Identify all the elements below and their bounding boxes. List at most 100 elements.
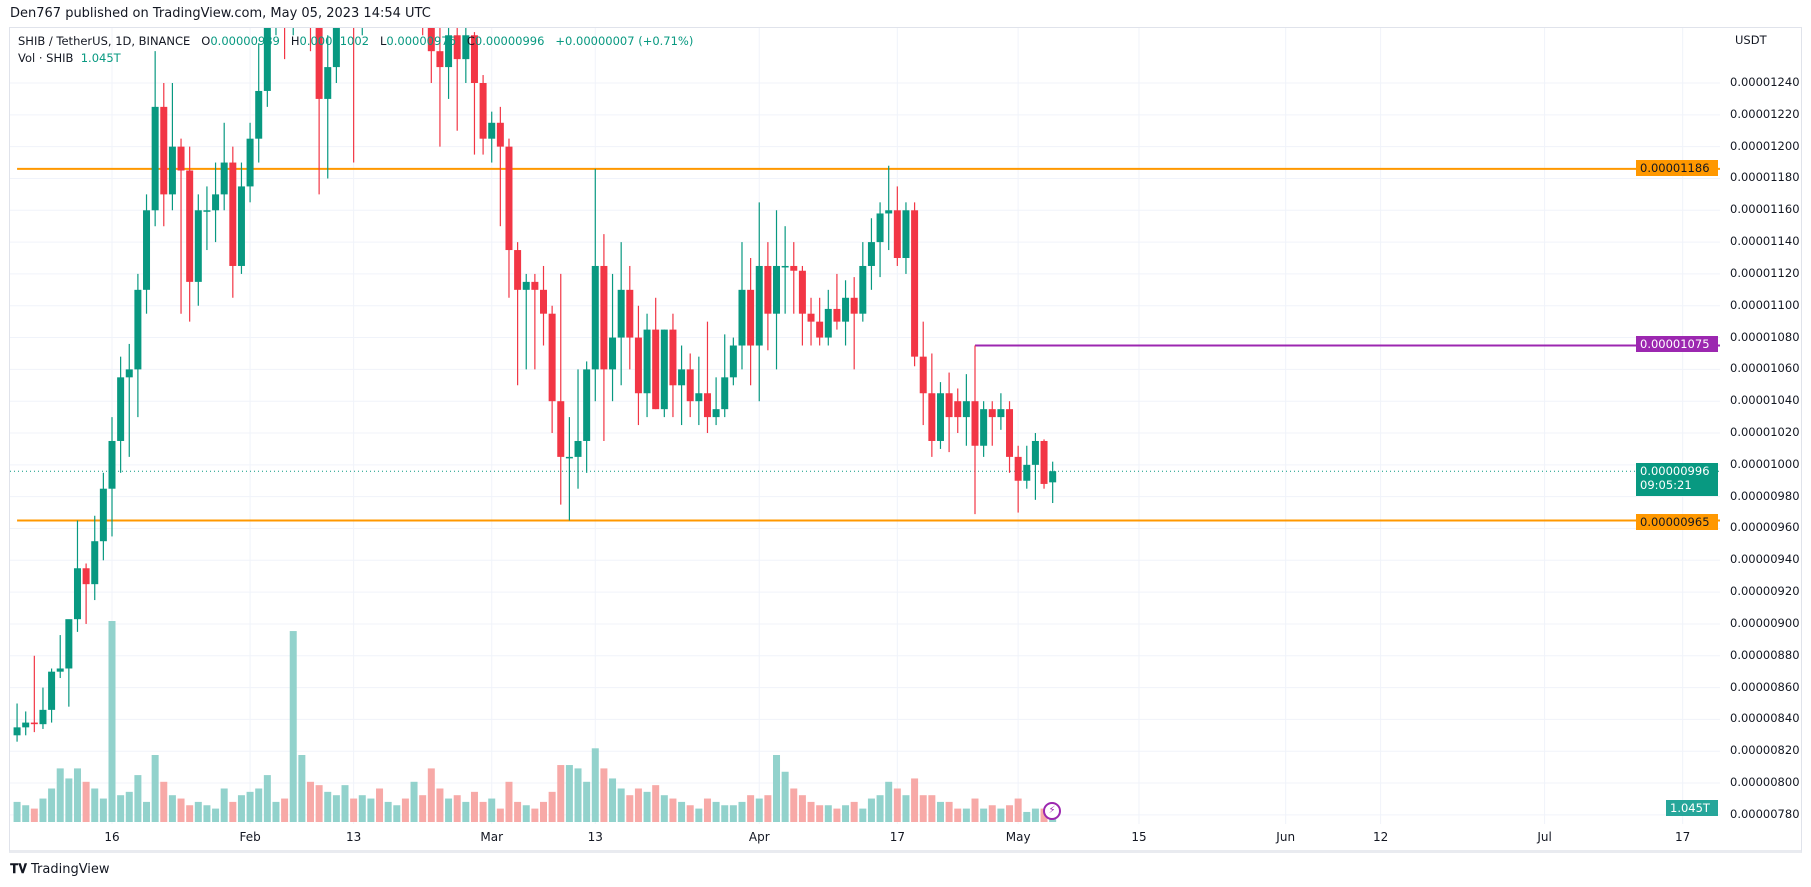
- volume-bar: [790, 788, 798, 822]
- volume-bar: [1006, 805, 1014, 822]
- volume-bar: [56, 768, 64, 822]
- candle-body: [22, 722, 30, 728]
- volume-bar: [833, 808, 841, 822]
- volume-bar: [272, 801, 280, 822]
- volume-bar: [186, 805, 194, 822]
- price-tick-label: 0.00001060: [1730, 361, 1800, 376]
- volume-bar: [928, 795, 936, 822]
- candle: [919, 321, 927, 426]
- candle: [850, 277, 858, 370]
- candle: [505, 138, 513, 298]
- candle: [246, 122, 254, 203]
- horizontal-levels[interactable]: [10, 167, 1720, 522]
- candle-body: [30, 722, 38, 725]
- price-tick-label: 0.00001140: [1730, 234, 1800, 249]
- volume-bar: [695, 808, 703, 822]
- candle: [867, 218, 875, 290]
- candle: [453, 28, 461, 131]
- candle-body: [453, 35, 461, 60]
- candle-body: [445, 35, 453, 68]
- volume-bar: [125, 791, 133, 822]
- candle: [643, 313, 651, 418]
- lightning-icon[interactable]: ⚡: [1043, 802, 1061, 820]
- candle-body: [548, 313, 556, 402]
- candle: [626, 265, 634, 370]
- volume-bar: [341, 785, 349, 822]
- candle-body: [712, 409, 720, 418]
- close-label: C: [466, 34, 475, 48]
- candle-body: [850, 297, 858, 314]
- candle: [436, 28, 444, 147]
- candle-body: [263, 28, 271, 91]
- resistance-price-label: 0.00001186: [1636, 160, 1718, 176]
- candle-body: [643, 329, 651, 394]
- candle-body: [315, 28, 323, 99]
- candle: [186, 146, 194, 322]
- volume-bar: [781, 771, 789, 822]
- volume-bar: [39, 798, 47, 822]
- candle-body: [99, 488, 107, 542]
- low-value: 0.00000976: [386, 34, 456, 48]
- last-volume-label: 1.045T: [1666, 800, 1718, 816]
- price-tick-label: 0.00000880: [1730, 647, 1800, 662]
- candle: [703, 321, 711, 434]
- candle: [427, 28, 435, 83]
- open-value: 0.00000989: [210, 34, 280, 48]
- candle-body: [427, 28, 435, 52]
- candle: [220, 122, 228, 211]
- volume-bar: [436, 788, 444, 822]
- candle-body: [971, 401, 979, 446]
- candle: [660, 329, 668, 418]
- candle: [755, 202, 763, 402]
- volume-bar: [565, 765, 573, 822]
- volume-legend[interactable]: Vol · SHIB 1.045T: [18, 51, 121, 65]
- volume-bar: [574, 768, 582, 822]
- volume-bar: [220, 788, 228, 822]
- candle: [1040, 439, 1048, 489]
- volume-bar: [73, 768, 81, 822]
- candle-body: [557, 401, 565, 457]
- candle: [203, 186, 211, 251]
- candle-body: [565, 456, 573, 459]
- time-tick-label: Jul: [1537, 830, 1552, 844]
- candle-body: [436, 51, 444, 68]
- candle: [324, 35, 332, 179]
- candle-body: [954, 401, 962, 418]
- tradingview-logo[interactable]: 𝐓𝐕 TradingView: [10, 862, 110, 877]
- volume-bar: [712, 801, 720, 822]
- candle: [945, 372, 953, 453]
- candle-body: [1014, 456, 1022, 481]
- candle: [160, 83, 168, 227]
- candle-body: [540, 289, 547, 314]
- candle: [1006, 401, 1014, 473]
- candle-body: [1031, 440, 1039, 465]
- candle-body: [781, 265, 789, 268]
- candle: [600, 234, 608, 441]
- time-tick-label: 17: [889, 830, 905, 844]
- candle: [971, 345, 979, 515]
- price-tick-label: 0.00001000: [1730, 456, 1800, 471]
- volume-bar: [393, 805, 401, 822]
- candle-body: [531, 281, 539, 290]
- volume-bar: [893, 788, 901, 822]
- candle: [255, 43, 263, 163]
- symbol-legend[interactable]: SHIB / TetherUS, 1D, BINANCE O0.00000989…: [18, 34, 693, 48]
- volume-bar: [22, 805, 30, 822]
- volume-bar: [246, 791, 254, 822]
- price-tick-label: 0.00001220: [1730, 106, 1800, 121]
- candle: [284, 28, 286, 60]
- candle-body: [514, 250, 522, 290]
- candle: [617, 242, 625, 386]
- candle-body: [194, 210, 202, 282]
- volume-bar: [962, 808, 970, 822]
- volume-bar: [1031, 808, 1039, 822]
- candle: [902, 202, 910, 274]
- high-value: 0.00001002: [299, 34, 370, 48]
- candle-body: [1049, 471, 1057, 483]
- candle: [56, 635, 64, 679]
- candle-body: [229, 162, 237, 266]
- candle: [402, 0, 409, 3]
- volume-bar: [479, 801, 487, 822]
- volume-bar: [747, 795, 755, 822]
